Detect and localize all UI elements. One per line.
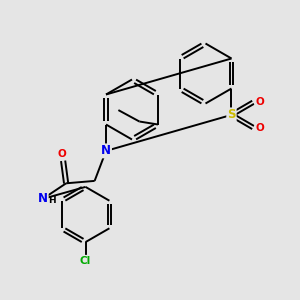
Text: O: O	[57, 149, 66, 159]
Text: O: O	[255, 122, 264, 133]
Text: H: H	[49, 196, 56, 205]
Text: S: S	[227, 108, 236, 122]
Text: Cl: Cl	[80, 256, 91, 266]
Text: N: N	[101, 144, 111, 158]
Text: N: N	[38, 192, 48, 206]
Text: O: O	[255, 97, 264, 107]
